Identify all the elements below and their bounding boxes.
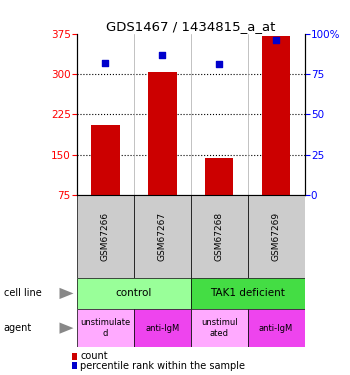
Point bbox=[273, 37, 279, 43]
Bar bbox=[191, 195, 248, 278]
Point bbox=[216, 62, 222, 68]
Text: GSM67268: GSM67268 bbox=[215, 211, 224, 261]
Text: control: control bbox=[116, 288, 152, 298]
Bar bbox=[134, 309, 191, 347]
Text: GSM67266: GSM67266 bbox=[101, 211, 110, 261]
Bar bbox=[77, 309, 134, 347]
Text: anti-IgM: anti-IgM bbox=[145, 324, 180, 333]
Bar bbox=[191, 309, 248, 347]
Polygon shape bbox=[60, 322, 74, 334]
Bar bbox=[191, 278, 304, 309]
Text: count: count bbox=[80, 351, 108, 361]
Bar bbox=[77, 195, 134, 278]
Bar bbox=[248, 309, 304, 347]
Bar bbox=[77, 278, 191, 309]
Bar bbox=[262, 36, 290, 195]
Title: GDS1467 / 1434815_a_at: GDS1467 / 1434815_a_at bbox=[106, 20, 275, 33]
Text: GSM67269: GSM67269 bbox=[272, 211, 281, 261]
Text: percentile rank within the sample: percentile rank within the sample bbox=[80, 361, 245, 370]
Text: cell line: cell line bbox=[4, 288, 41, 298]
Point bbox=[103, 60, 108, 66]
Text: anti-IgM: anti-IgM bbox=[259, 324, 293, 333]
Bar bbox=[91, 125, 120, 195]
Bar bbox=[248, 195, 304, 278]
Text: TAK1 deficient: TAK1 deficient bbox=[210, 288, 285, 298]
Text: agent: agent bbox=[4, 323, 32, 333]
Text: unstimulate
d: unstimulate d bbox=[80, 318, 131, 338]
Bar bbox=[134, 195, 191, 278]
Bar bbox=[205, 159, 233, 195]
Point bbox=[160, 52, 165, 58]
Polygon shape bbox=[60, 288, 74, 299]
Bar bbox=[148, 72, 176, 195]
Text: unstimul
ated: unstimul ated bbox=[201, 318, 238, 338]
Text: GSM67267: GSM67267 bbox=[158, 211, 167, 261]
